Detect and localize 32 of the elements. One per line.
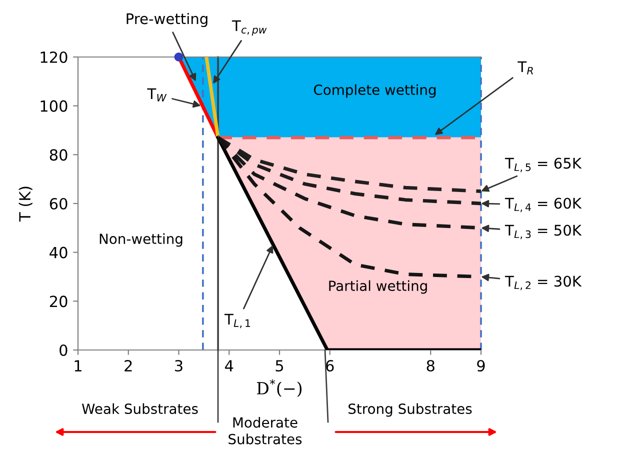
x-axis-title: D$^{*}$(−) — [257, 379, 302, 397]
y-tick-label: 60 — [50, 198, 68, 210]
annotation: T$_{L,1}$ — [224, 314, 250, 328]
annotation: T$_{L,5}$ = 65K — [504, 158, 582, 172]
annotation: Non-wetting — [100, 233, 182, 247]
x-tick-label: 6 — [326, 360, 334, 372]
annotation: T$_{W}$ — [147, 88, 167, 102]
annotation: T$_{L,2}$ = 30K — [504, 276, 582, 290]
y-tick-label: 120 — [40, 51, 68, 64]
text: Weak Substrates — [82, 403, 198, 414]
y-tick-label: 20 — [50, 296, 68, 308]
x-tick-label: 4 — [225, 360, 234, 372]
x-tick-label: 2 — [124, 360, 132, 372]
x-tick-label: 1 — [74, 360, 82, 372]
annotation: T$_{L,4}$ = 60K — [504, 198, 582, 212]
text: Moderate Substrates — [228, 416, 302, 444]
x-tick-label: 8 — [426, 360, 434, 372]
annotation: T$_{L,3}$ = 50K — [504, 224, 582, 240]
annotation: T$_{c,pw}$ — [232, 20, 267, 36]
y-tick-label: 80 — [50, 149, 68, 161]
annotation: T$_{R}$ — [518, 61, 533, 74]
text: Strong Substrates — [348, 403, 472, 417]
x-tick-label: 5 — [276, 360, 284, 372]
y-tick-label: 100 — [40, 100, 68, 112]
y-tick-label: 0 — [60, 344, 68, 356]
x-tick-label: 9 — [477, 360, 485, 372]
x-tick-label: 3 — [175, 360, 182, 372]
annotation: Partial wetting — [329, 280, 427, 294]
y-tick-label: 40 — [50, 246, 68, 258]
y-axis-title: T (K) — [18, 186, 32, 222]
annotation: Pre-wetting — [126, 12, 208, 28]
annotation: Complete wetting — [314, 84, 436, 98]
